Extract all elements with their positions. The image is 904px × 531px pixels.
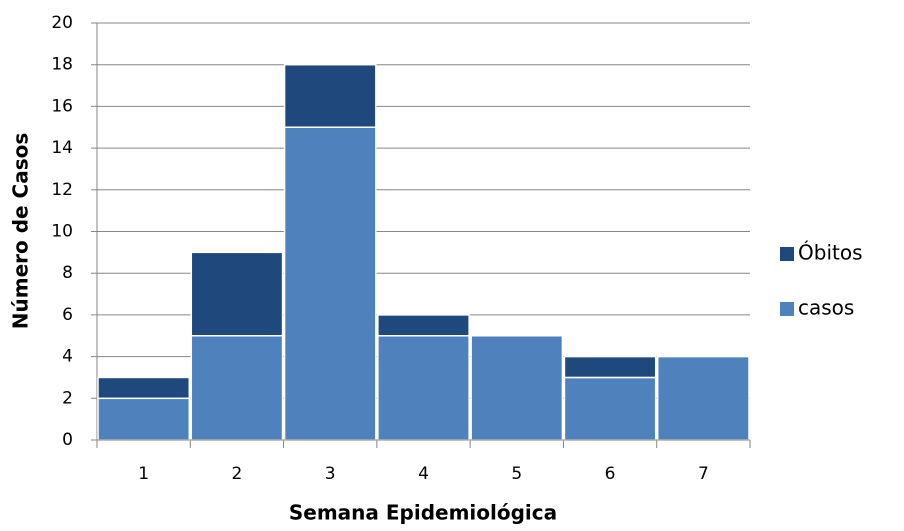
y-tick-label: 0 — [62, 430, 73, 450]
x-tick-label: 4 — [418, 464, 429, 484]
legend-swatch — [780, 247, 794, 261]
bar-segment — [190, 251, 284, 337]
bar-segment — [283, 126, 377, 441]
y-tick-label: 10 — [51, 222, 73, 242]
bar-segment — [97, 376, 191, 400]
y-tick-label: 4 — [62, 347, 73, 367]
legend-label: casos — [798, 296, 854, 320]
bar-segment — [97, 397, 191, 441]
bar-segment — [563, 376, 657, 441]
bar-segment — [377, 335, 470, 441]
x-tick-label: 5 — [511, 464, 522, 484]
bar-segment — [377, 314, 470, 337]
y-axis-title: Número de Casos — [9, 133, 33, 330]
y-tick-label: 16 — [51, 96, 73, 116]
x-tick-label: 6 — [605, 464, 616, 484]
y-tick-label: 18 — [51, 55, 73, 75]
bar-segment — [283, 63, 377, 128]
y-tick-label: 12 — [51, 180, 73, 200]
y-tick-label: 14 — [51, 138, 73, 158]
y-tick-label: 20 — [51, 13, 73, 33]
legend-label: Óbitos — [798, 241, 863, 265]
y-tick-label: 2 — [62, 388, 73, 408]
legend-swatch — [780, 302, 794, 316]
x-tick-label: 2 — [232, 464, 243, 484]
x-tick-label: 1 — [138, 464, 149, 484]
y-tick-label: 6 — [62, 305, 73, 325]
bar-segment — [563, 355, 657, 379]
x-axis-title: Semana Epidemiológica — [289, 501, 557, 525]
bar-segment — [470, 335, 564, 441]
bar-segment — [190, 335, 284, 441]
x-tick-label: 3 — [325, 464, 336, 484]
y-tick-label: 8 — [62, 263, 73, 283]
x-tick-label: 7 — [698, 464, 709, 484]
bar-segment — [656, 355, 750, 441]
